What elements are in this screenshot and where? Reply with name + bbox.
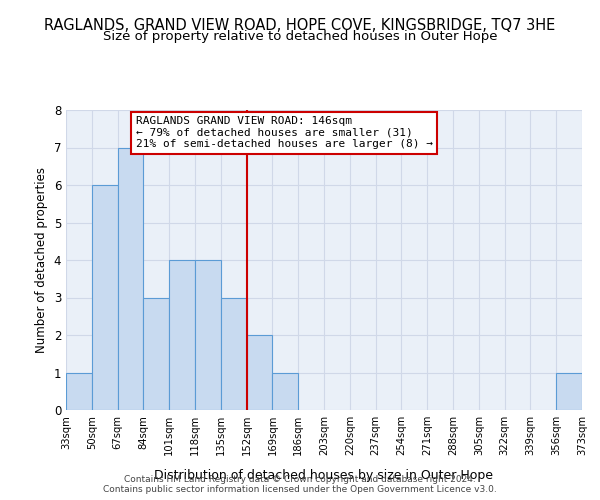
Y-axis label: Number of detached properties: Number of detached properties: [35, 167, 48, 353]
Bar: [66, 372, 92, 410]
Bar: [118, 148, 143, 410]
Bar: [92, 185, 118, 410]
Text: RAGLANDS, GRAND VIEW ROAD, HOPE COVE, KINGSBRIDGE, TQ7 3HE: RAGLANDS, GRAND VIEW ROAD, HOPE COVE, KI…: [44, 18, 556, 32]
Bar: [143, 298, 169, 410]
Bar: [169, 260, 195, 410]
Bar: [556, 372, 582, 410]
Text: Contains HM Land Registry data © Crown copyright and database right 2024.: Contains HM Land Registry data © Crown c…: [124, 475, 476, 484]
Bar: [272, 372, 298, 410]
Text: RAGLANDS GRAND VIEW ROAD: 146sqm
← 79% of detached houses are smaller (31)
21% o: RAGLANDS GRAND VIEW ROAD: 146sqm ← 79% o…: [136, 116, 433, 149]
X-axis label: Distribution of detached houses by size in Outer Hope: Distribution of detached houses by size …: [155, 469, 493, 482]
Text: Size of property relative to detached houses in Outer Hope: Size of property relative to detached ho…: [103, 30, 497, 43]
Bar: [247, 335, 272, 410]
Bar: [221, 298, 247, 410]
Text: Contains public sector information licensed under the Open Government Licence v3: Contains public sector information licen…: [103, 485, 497, 494]
Bar: [195, 260, 221, 410]
